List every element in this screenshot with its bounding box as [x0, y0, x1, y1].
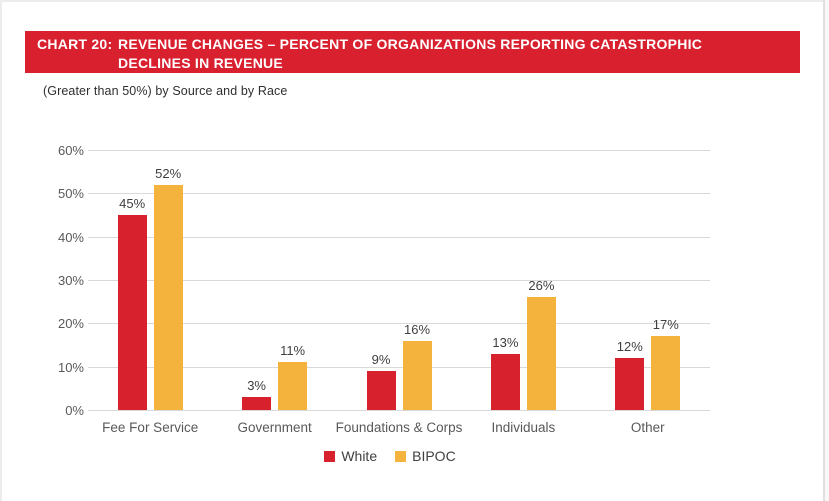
x-axis-category-label: Other — [630, 420, 665, 435]
x-axis-line — [88, 410, 710, 411]
bar-white-fee-for-service — [117, 215, 147, 410]
y-axis-tick-label: 50% — [57, 186, 84, 202]
page-margin-right — [825, 0, 829, 501]
bar-bipoc-other — [651, 336, 681, 410]
y-axis-tick-label: 0% — [65, 403, 84, 418]
bar-bipoc-government — [278, 362, 308, 410]
bar-value-label: 3% — [247, 378, 266, 393]
chart-title-line1: REVENUE CHANGES – PERCENT OF ORGANIZATIO… — [118, 36, 703, 52]
gridline — [88, 323, 710, 325]
legend-item-bipoc: BIPOC — [395, 448, 456, 464]
x-axis-category-label: Individuals — [491, 420, 556, 435]
page-edge-right — [823, 0, 825, 501]
bar-value-label: 26% — [528, 278, 555, 294]
gridline — [88, 280, 710, 281]
y-axis-tick-label: 20% — [57, 316, 84, 332]
chart-legend: White BIPOC — [0, 448, 780, 464]
bar-white-other — [615, 358, 645, 410]
legend-label-white: White — [341, 448, 378, 464]
gridline — [88, 366, 710, 368]
y-axis-tick-label: 40% — [57, 229, 84, 245]
legend-swatch-white — [324, 450, 336, 462]
x-axis-category-label: Foundations & Corps — [335, 420, 463, 435]
y-axis-tick-label: 60% — [57, 143, 84, 158]
chart-title-banner: CHART 20: REVENUE CHANGES – PERCENT OF O… — [25, 31, 800, 73]
gridline — [88, 236, 710, 238]
bar-bipoc-fee-for-service — [153, 184, 183, 410]
legend-item-white: White — [324, 448, 377, 464]
bar-value-label: 12% — [616, 339, 643, 354]
page-edge-top — [0, 0, 829, 2]
bar-white-foundations-corps — [366, 371, 396, 410]
x-axis-category-label: Fee For Service — [102, 420, 199, 435]
page-edge-left — [0, 0, 2, 501]
bar-value-label: 13% — [492, 334, 519, 350]
gridline — [88, 150, 710, 151]
legend-label-bipoc: BIPOC — [412, 448, 456, 464]
bar-value-label: 11% — [280, 343, 306, 359]
y-axis-tick-label: 30% — [57, 273, 84, 288]
bar-bipoc-foundations-corps — [402, 340, 432, 410]
bar-white-government — [242, 397, 272, 410]
chart-number-label: CHART 20: — [37, 36, 113, 52]
y-axis-tick-label: 10% — [57, 359, 84, 375]
chart-title: REVENUE CHANGES – PERCENT OF ORGANIZATIO… — [118, 35, 702, 72]
bar-bipoc-individuals — [526, 297, 556, 410]
bar-value-label: 52% — [155, 165, 182, 181]
legend-swatch-bipoc — [395, 450, 407, 462]
bar-value-label: 16% — [403, 321, 431, 337]
bar-white-individuals — [490, 353, 520, 410]
chart-subtitle: (Greater than 50%) by Source and by Race — [43, 84, 288, 98]
x-axis-category-label: Government — [237, 420, 312, 435]
bar-value-label: 9% — [371, 352, 391, 367]
chart-title-line2: DECLINES IN REVENUE — [118, 54, 283, 71]
gridline — [88, 193, 710, 195]
bar-value-label: 17% — [652, 317, 679, 333]
bar-chart: 0% 10% 20% 30% 40% 50% 60% 45% 52% Fee For Servic… — [0, 130, 829, 501]
bar-value-label: 45% — [119, 196, 146, 211]
